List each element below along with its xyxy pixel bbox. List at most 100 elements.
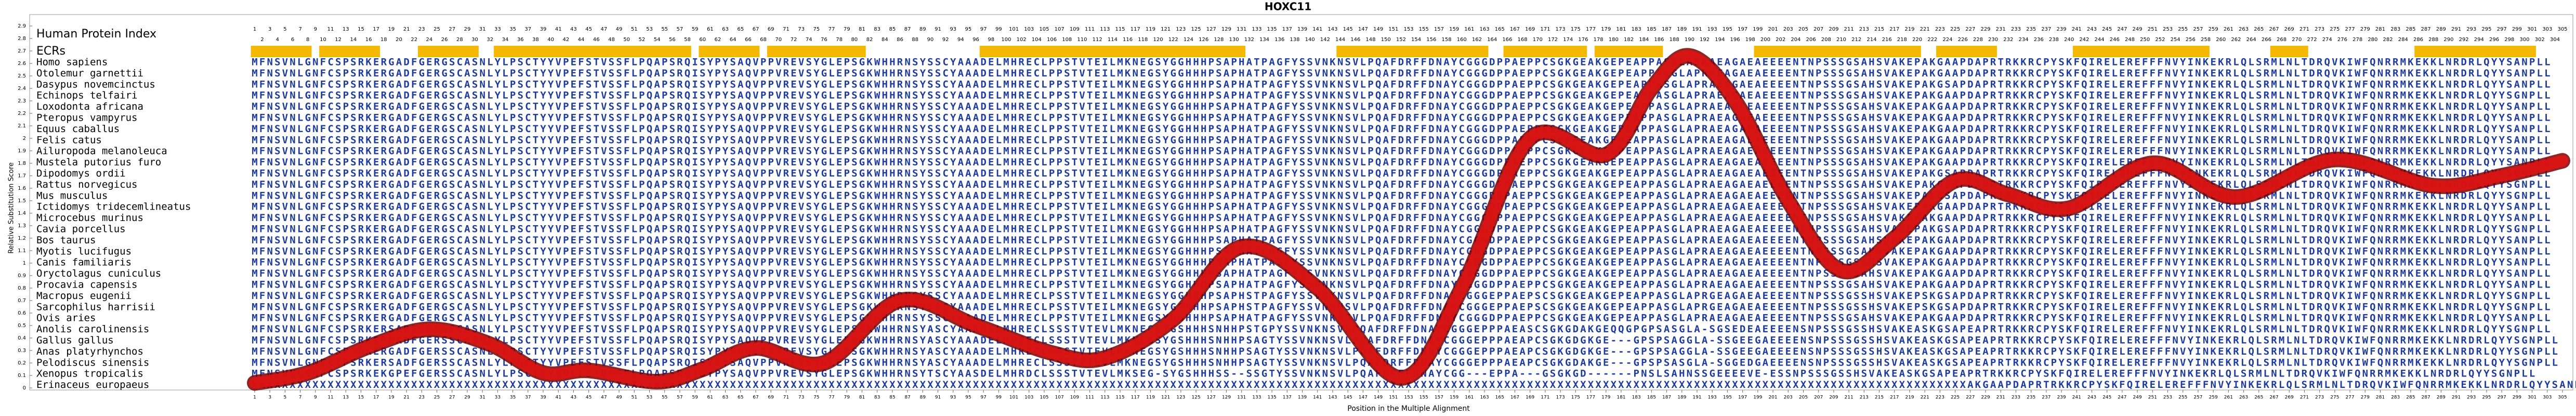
x-tick-label: 37 <box>525 395 531 400</box>
human-index: 189 <box>1677 27 1687 32</box>
species-name: Macropus eugenii <box>36 290 132 302</box>
human-index: 121 <box>1161 27 1171 32</box>
x-tick-label: 279 <box>2361 395 2370 400</box>
x-tick-label: 281 <box>2376 395 2385 400</box>
x-tick-label: 3 <box>268 395 271 400</box>
x-tick-label: 243 <box>2087 395 2096 400</box>
x-tick-label: 113 <box>1100 395 1109 400</box>
sequence: MFNSVNLGNFCSPSRKERGADFGERGSCASNLYLPSCTYY… <box>252 168 2550 179</box>
sequence: MFNSVNLGNFCSPSRKERGADFGERSSCASNLYLPSCTYY… <box>252 335 2558 346</box>
x-tick-label: 227 <box>1966 395 1975 400</box>
y-tick-label: 1.1 <box>18 248 26 254</box>
human-index: 217 <box>1889 27 1899 32</box>
x-tick-label: 111 <box>1085 395 1094 400</box>
human-index: 282 <box>2383 37 2393 43</box>
x-tick-label: 115 <box>1115 395 1124 400</box>
human-index: 4 <box>276 37 279 43</box>
x-tick-label: 11 <box>327 395 333 400</box>
y-tick-label: 1.5 <box>18 198 26 204</box>
species-name: Rattus norvegicus <box>36 179 137 190</box>
human-index: 261 <box>2224 27 2233 32</box>
human-index: 264 <box>2246 37 2256 43</box>
x-tick-label: 219 <box>1905 395 1914 400</box>
x-tick-label: 73 <box>798 395 804 400</box>
sequence: MFNSVNLGNFCSPSRKERGADFGERGSCASNLYLPSCTYY… <box>252 224 2550 235</box>
human-index: 55 <box>661 27 668 32</box>
human-index: 295 <box>2481 27 2491 32</box>
human-index: 81 <box>859 27 865 32</box>
x-tick-label: 265 <box>2254 395 2263 400</box>
human-index: 294 <box>2474 37 2484 43</box>
x-tick-label: 1 <box>253 395 256 400</box>
human-index: 168 <box>1518 37 1528 43</box>
ecr-bar <box>1754 46 1921 57</box>
human-index: 283 <box>2390 27 2400 32</box>
human-index: 253 <box>2163 27 2173 32</box>
x-tick-label: 53 <box>647 395 652 400</box>
x-tick-label: 153 <box>1404 395 1413 400</box>
human-index: 68 <box>760 37 767 43</box>
ecr-bar <box>699 46 760 57</box>
x-tick-label: 239 <box>2057 395 2066 400</box>
x-tick-label: 161 <box>1465 395 1474 400</box>
x-tick-label: 9 <box>314 395 317 400</box>
x-tick-label: 7 <box>299 395 302 400</box>
x-tick-label: 25 <box>434 395 440 400</box>
sequence: MFNSVNLGNFCSPSRKERGADFGERGSCASNLYLPSCTYY… <box>252 68 2550 79</box>
sequence: MFNSVNLGNFCSPSRKERGADFGERGSCASNLYLPSCTYY… <box>252 190 2550 201</box>
x-tick-label: 149 <box>1374 395 1383 400</box>
human-index: 38 <box>532 37 539 43</box>
x-tick-label: 203 <box>1784 395 1793 400</box>
human-index: 172 <box>1548 37 1558 43</box>
human-index: 277 <box>2345 27 2355 32</box>
x-tick-label: 19 <box>388 395 395 400</box>
x-tick-label: 193 <box>1708 395 1717 400</box>
human-index: 118 <box>1138 37 1148 43</box>
human-index: 101 <box>1009 27 1019 32</box>
human-index: 26 <box>441 37 448 43</box>
x-tick-label: 45 <box>586 395 592 400</box>
human-index: 96 <box>972 37 979 43</box>
human-index: 304 <box>2550 37 2560 43</box>
human-index: 169 <box>1525 27 1535 32</box>
human-index: 119 <box>1146 27 1155 32</box>
human-index: 249 <box>2133 27 2143 32</box>
human-index: 213 <box>1859 27 1869 32</box>
y-tick-label: 2.1 <box>18 123 26 129</box>
x-tick-label: 217 <box>1890 395 1899 400</box>
human-index: 214 <box>1867 37 1876 43</box>
human-index: 210 <box>1836 37 1846 43</box>
x-tick-label: 245 <box>2102 395 2111 400</box>
human-index: 135 <box>1267 27 1277 32</box>
sequence: MFNSVNLGNFCSPSRKERGADFGERGSCASNLYLPSCTYY… <box>252 79 2550 90</box>
human-index: 129 <box>1221 27 1231 32</box>
human-index: 291 <box>2451 27 2461 32</box>
x-tick-label: 41 <box>555 395 561 400</box>
human-index: 89 <box>919 27 926 32</box>
human-index: 226 <box>1958 37 1968 43</box>
human-index: 17 <box>373 27 379 32</box>
species-name: Sarcophilus harrisii <box>36 301 155 313</box>
x-tick-label: 139 <box>1298 395 1307 400</box>
sequence: MFNSVNLGNFCSPSRKERGADFGERGSCASNLYLPSCTYY… <box>252 268 2550 279</box>
human-index: 137 <box>1282 27 1292 32</box>
human-index: 33 <box>494 27 501 32</box>
x-tick-label: 87 <box>904 395 910 400</box>
x-tick-label: 253 <box>2163 395 2172 400</box>
human-index: 302 <box>2535 37 2545 43</box>
human-index: 161 <box>1464 27 1474 32</box>
human-index: 125 <box>1191 27 1201 32</box>
human-index: 49 <box>616 27 623 32</box>
x-tick-label: 95 <box>965 395 971 400</box>
human-index: 245 <box>2102 27 2112 32</box>
human-index: 247 <box>2117 27 2127 32</box>
x-tick-label: 15 <box>358 395 364 400</box>
human-index: 255 <box>2178 27 2188 32</box>
human-index: 166 <box>1502 37 1512 43</box>
x-tick-label: 61 <box>707 395 713 400</box>
species-name: Canis familiaris <box>36 257 132 268</box>
species-name: Erinaceus europaeus <box>36 379 149 391</box>
human-index: 110 <box>1077 37 1087 43</box>
species-name: Dasypus novemcinctus <box>36 79 155 90</box>
human-index: 301 <box>2527 27 2537 32</box>
